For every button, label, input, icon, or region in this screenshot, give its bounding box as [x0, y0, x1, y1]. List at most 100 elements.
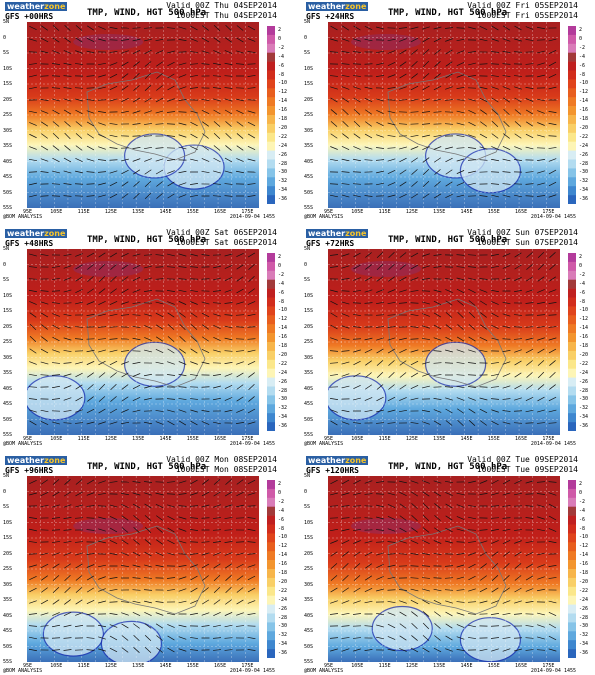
wind-barb [29, 480, 37, 484]
wind-barb [502, 313, 511, 317]
wind-barb [225, 132, 232, 140]
wind-barb [121, 264, 129, 270]
wind-barb [468, 336, 476, 342]
wind-barb [387, 158, 396, 162]
wind-barb [502, 505, 511, 507]
wind-barb [236, 612, 244, 616]
colorbar-swatch [568, 43, 576, 53]
wind-barb [548, 326, 557, 328]
wind-barb [29, 133, 37, 139]
wind-barb [201, 541, 210, 543]
wind-barb [480, 575, 487, 581]
forecast-panel: weatherzone GFS +120HRS TMP, WIND, HGT 500… [302, 454, 594, 675]
wind-barb [189, 266, 199, 268]
longitude-label: 125E [104, 436, 117, 442]
wind-barb [144, 421, 152, 425]
wind-barb [364, 575, 373, 581]
latitude-label: 0 [3, 34, 7, 41]
wind-barb [364, 97, 373, 103]
wind-barb [190, 110, 198, 114]
colorbar-swatch [568, 533, 576, 543]
wind-barb [75, 288, 83, 294]
wind-barb [399, 540, 407, 544]
colorbar-label: -20 [278, 351, 288, 358]
wind-barb [86, 99, 95, 101]
wind-barb [387, 492, 396, 496]
wind-barb [51, 362, 61, 364]
longitude-label: 135E [433, 209, 446, 215]
wind-barb [444, 123, 454, 125]
longitude-label: 145E [460, 663, 473, 669]
longitude-label: 155E [487, 663, 500, 669]
wind-barb [167, 635, 175, 641]
wind-barb [29, 324, 37, 330]
wind-barb [399, 491, 407, 497]
wind-barb [156, 527, 163, 533]
wind-barb [434, 503, 441, 509]
wind-barb [86, 50, 95, 54]
colorbar-label: 2 [278, 481, 282, 487]
colorbar-swatch [568, 106, 576, 116]
wind-barb [445, 73, 453, 79]
wind-barb [491, 86, 499, 90]
wind-barb [387, 122, 396, 126]
wind-barb [98, 421, 106, 425]
wind-barb [330, 97, 338, 103]
wind-barb [224, 362, 233, 364]
colorbar-label: -10 [579, 307, 589, 314]
colorbar-label: -8 [579, 71, 586, 78]
wind-barb [479, 587, 488, 593]
wind-barb [132, 564, 141, 568]
wind-barb [144, 325, 152, 329]
wind-barb [364, 289, 373, 293]
wind-barb [433, 599, 442, 605]
wind-barb [144, 492, 152, 496]
wind-barb [491, 492, 499, 496]
wind-barb [353, 372, 361, 378]
colorbar-label: -12 [278, 89, 288, 96]
colorbar-swatch [267, 395, 275, 405]
colorbar-label: -28 [278, 160, 288, 167]
wind-barb [86, 421, 95, 425]
wind-barb [502, 194, 511, 198]
wind-barb [490, 613, 500, 615]
wind-barb [132, 123, 141, 125]
wind-barb [236, 158, 244, 162]
latitude-label: 35S [3, 370, 13, 376]
colorbar-swatch [267, 506, 275, 516]
wind-barb [213, 421, 221, 425]
latitude-label: 40S [3, 612, 13, 619]
cold-pool [100, 620, 162, 662]
colorbar-label: -20 [579, 578, 589, 585]
wind-barb [133, 526, 140, 534]
wind-barb [52, 157, 60, 163]
colorbar-swatch [568, 115, 576, 125]
colorbar-label: -14 [278, 552, 288, 559]
wind-barb [365, 121, 372, 127]
colorbar-swatch [568, 70, 576, 80]
longitude-label: 95E [23, 663, 33, 669]
wind-barb [411, 515, 418, 521]
wind-barb [202, 324, 209, 330]
temperature-colorbar [568, 253, 576, 431]
wind-barb [503, 109, 510, 115]
wind-barb [468, 182, 476, 186]
wind-barb [376, 264, 384, 270]
wind-barb [330, 38, 338, 42]
wind-barb [247, 158, 256, 162]
wind-barb [479, 540, 488, 544]
wind-barb [399, 515, 407, 521]
wind-barb [247, 587, 256, 593]
wind-barb [224, 75, 233, 77]
wind-barb [63, 98, 72, 102]
wind-barb [236, 25, 244, 31]
wind-barb [341, 253, 350, 257]
wind-barb [387, 110, 396, 114]
wind-barb [502, 600, 511, 604]
wind-barb [63, 410, 72, 412]
latitude-label: 50S [304, 643, 314, 650]
colorbar-label: -34 [278, 641, 288, 648]
wind-barb [167, 420, 175, 426]
wind-barb [121, 421, 129, 425]
wind-barb [537, 276, 545, 282]
